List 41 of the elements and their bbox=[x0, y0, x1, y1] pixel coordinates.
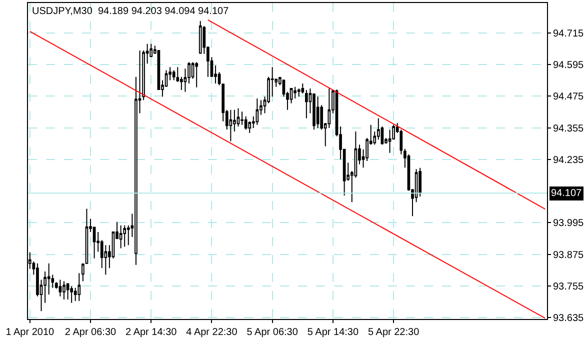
candlestick bbox=[62, 280, 66, 300]
x-tick-label: 5 Apr 14:30 bbox=[307, 327, 359, 338]
candlestick bbox=[297, 88, 300, 98]
candlestick bbox=[195, 62, 198, 88]
candlestick bbox=[294, 86, 296, 99]
candlestick bbox=[301, 82, 304, 94]
x-tick-label: 5 Apr 22:30 bbox=[368, 327, 420, 338]
y-tick-label: 93.875 bbox=[553, 250, 584, 261]
candlestick bbox=[316, 96, 320, 129]
x-tick-label: 2 Apr 14:30 bbox=[126, 327, 178, 338]
candlestick bbox=[240, 111, 244, 126]
x-tick-label: 2 Apr 06:30 bbox=[64, 327, 117, 338]
y-tick-label: 94.235 bbox=[553, 154, 584, 166]
candlestick bbox=[305, 90, 308, 119]
candlestick bbox=[172, 70, 176, 81]
candlestick bbox=[58, 279, 62, 297]
candlestick bbox=[256, 98, 259, 126]
candlestick bbox=[376, 118, 380, 140]
candlestick bbox=[78, 272, 81, 302]
x-tick-label: 5 Apr 06:30 bbox=[246, 327, 298, 338]
candlestick bbox=[66, 282, 70, 300]
candlestick bbox=[312, 92, 316, 130]
candlestick bbox=[123, 224, 126, 248]
y-tick-label: 94.355 bbox=[553, 123, 584, 134]
y-tick-label: 93.635 bbox=[553, 313, 584, 324]
candlestick bbox=[229, 109, 232, 142]
candlestick bbox=[198, 20, 202, 54]
chart-title: USDJPY,M30 94.189 94.203 94.094 94.107 bbox=[32, 6, 230, 17]
x-tick-label: 4 Apr 22:30 bbox=[186, 327, 238, 338]
ref-line-label: 94.107 bbox=[551, 188, 582, 199]
candlestick bbox=[119, 224, 122, 249]
candlestick bbox=[248, 120, 252, 134]
candlestick bbox=[70, 286, 73, 304]
y-tick-label: 94.715 bbox=[553, 28, 584, 40]
candlestick bbox=[244, 116, 248, 130]
y-tick-label: 93.755 bbox=[553, 282, 584, 293]
x-tick-label: 1 Apr 2010 bbox=[6, 327, 55, 338]
y-tick-label: 94.475 bbox=[553, 92, 584, 103]
y-tick-label: 94.595 bbox=[553, 60, 584, 71]
y-tick-label: 93.995 bbox=[553, 218, 584, 230]
candlestick bbox=[388, 129, 392, 154]
